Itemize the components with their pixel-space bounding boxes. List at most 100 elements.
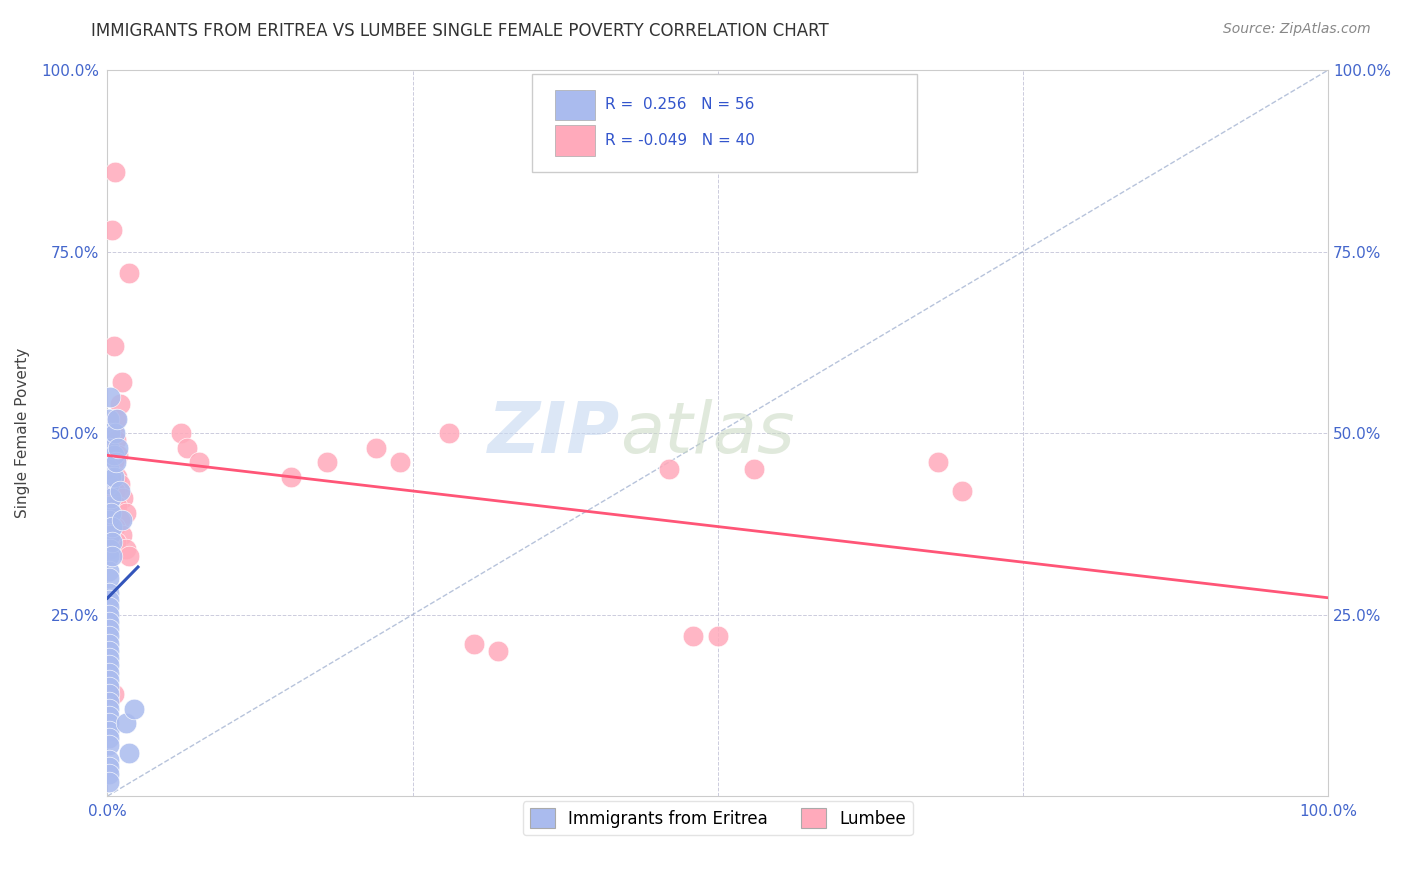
Point	[97, 411, 120, 425]
Point	[97, 564, 120, 578]
Point	[97, 680, 120, 694]
Point	[114, 506, 136, 520]
Point	[97, 731, 120, 745]
Point	[97, 739, 120, 753]
Point	[101, 223, 124, 237]
Text: atlas: atlas	[620, 399, 794, 467]
Point	[98, 527, 121, 541]
Point	[97, 658, 120, 673]
Point	[104, 535, 127, 549]
Point	[97, 644, 120, 658]
Point	[111, 376, 134, 390]
Point	[111, 527, 134, 541]
Point	[486, 644, 509, 658]
Point	[658, 462, 681, 476]
Point	[97, 774, 120, 789]
Point	[97, 476, 120, 491]
FancyBboxPatch shape	[555, 90, 595, 120]
Point	[97, 767, 120, 781]
Point	[104, 426, 127, 441]
Point	[97, 622, 120, 636]
Point	[103, 688, 125, 702]
Point	[104, 455, 127, 469]
Point	[108, 513, 131, 527]
Point	[97, 462, 120, 476]
Point	[744, 462, 766, 476]
Point	[98, 542, 121, 557]
Point	[124, 702, 146, 716]
Point	[112, 491, 135, 506]
Point	[114, 542, 136, 557]
Point	[97, 629, 120, 643]
Point	[97, 513, 120, 527]
Point	[103, 448, 125, 462]
Y-axis label: Single Female Poverty: Single Female Poverty	[15, 348, 30, 518]
Point	[188, 455, 211, 469]
Point	[463, 637, 485, 651]
Point	[316, 455, 339, 469]
FancyBboxPatch shape	[533, 74, 917, 171]
Point	[103, 339, 125, 353]
Point	[100, 506, 122, 520]
Point	[97, 593, 120, 607]
Point	[280, 469, 302, 483]
Point	[97, 665, 120, 680]
Point	[97, 688, 120, 702]
Point	[97, 753, 120, 767]
Point	[97, 723, 120, 738]
Point	[707, 629, 730, 643]
Point	[104, 520, 127, 534]
Point	[98, 426, 121, 441]
Text: Source: ZipAtlas.com: Source: ZipAtlas.com	[1223, 22, 1371, 37]
Point	[97, 571, 120, 585]
Point	[97, 607, 120, 622]
Point	[170, 426, 193, 441]
Point	[97, 549, 120, 564]
Point	[97, 702, 120, 716]
Point	[97, 615, 120, 629]
Point	[105, 499, 128, 513]
Point	[97, 637, 120, 651]
Point	[103, 455, 125, 469]
Point	[104, 164, 127, 178]
Point	[100, 491, 122, 506]
Point	[97, 716, 120, 731]
Point	[101, 535, 124, 549]
Point	[97, 600, 120, 615]
Point	[107, 441, 129, 455]
Point	[101, 549, 124, 564]
Point	[97, 586, 120, 600]
Point	[103, 469, 125, 483]
Point	[176, 441, 198, 455]
Point	[98, 390, 121, 404]
Point	[97, 709, 120, 723]
Point	[950, 484, 973, 499]
Point	[104, 434, 127, 448]
Point	[104, 411, 127, 425]
Point	[105, 469, 128, 483]
Point	[111, 513, 134, 527]
Point	[439, 426, 461, 441]
Point	[97, 499, 120, 513]
Legend: Immigrants from Eritrea, Lumbee: Immigrants from Eritrea, Lumbee	[523, 801, 912, 835]
Point	[104, 484, 127, 499]
Point	[118, 266, 141, 280]
Point	[108, 397, 131, 411]
Point	[118, 746, 141, 760]
Point	[927, 455, 949, 469]
Point	[108, 484, 131, 499]
Point	[101, 520, 124, 534]
Point	[103, 426, 125, 441]
Text: IMMIGRANTS FROM ERITREA VS LUMBEE SINGLE FEMALE POVERTY CORRELATION CHART: IMMIGRANTS FROM ERITREA VS LUMBEE SINGLE…	[91, 22, 830, 40]
Point	[108, 476, 131, 491]
Point	[97, 441, 120, 455]
Point	[105, 411, 128, 425]
Point	[97, 695, 120, 709]
Point	[389, 455, 412, 469]
Point	[118, 549, 141, 564]
FancyBboxPatch shape	[555, 125, 595, 156]
Text: R = -0.049   N = 40: R = -0.049 N = 40	[606, 133, 755, 148]
Point	[107, 448, 129, 462]
Point	[364, 441, 387, 455]
Point	[97, 651, 120, 665]
